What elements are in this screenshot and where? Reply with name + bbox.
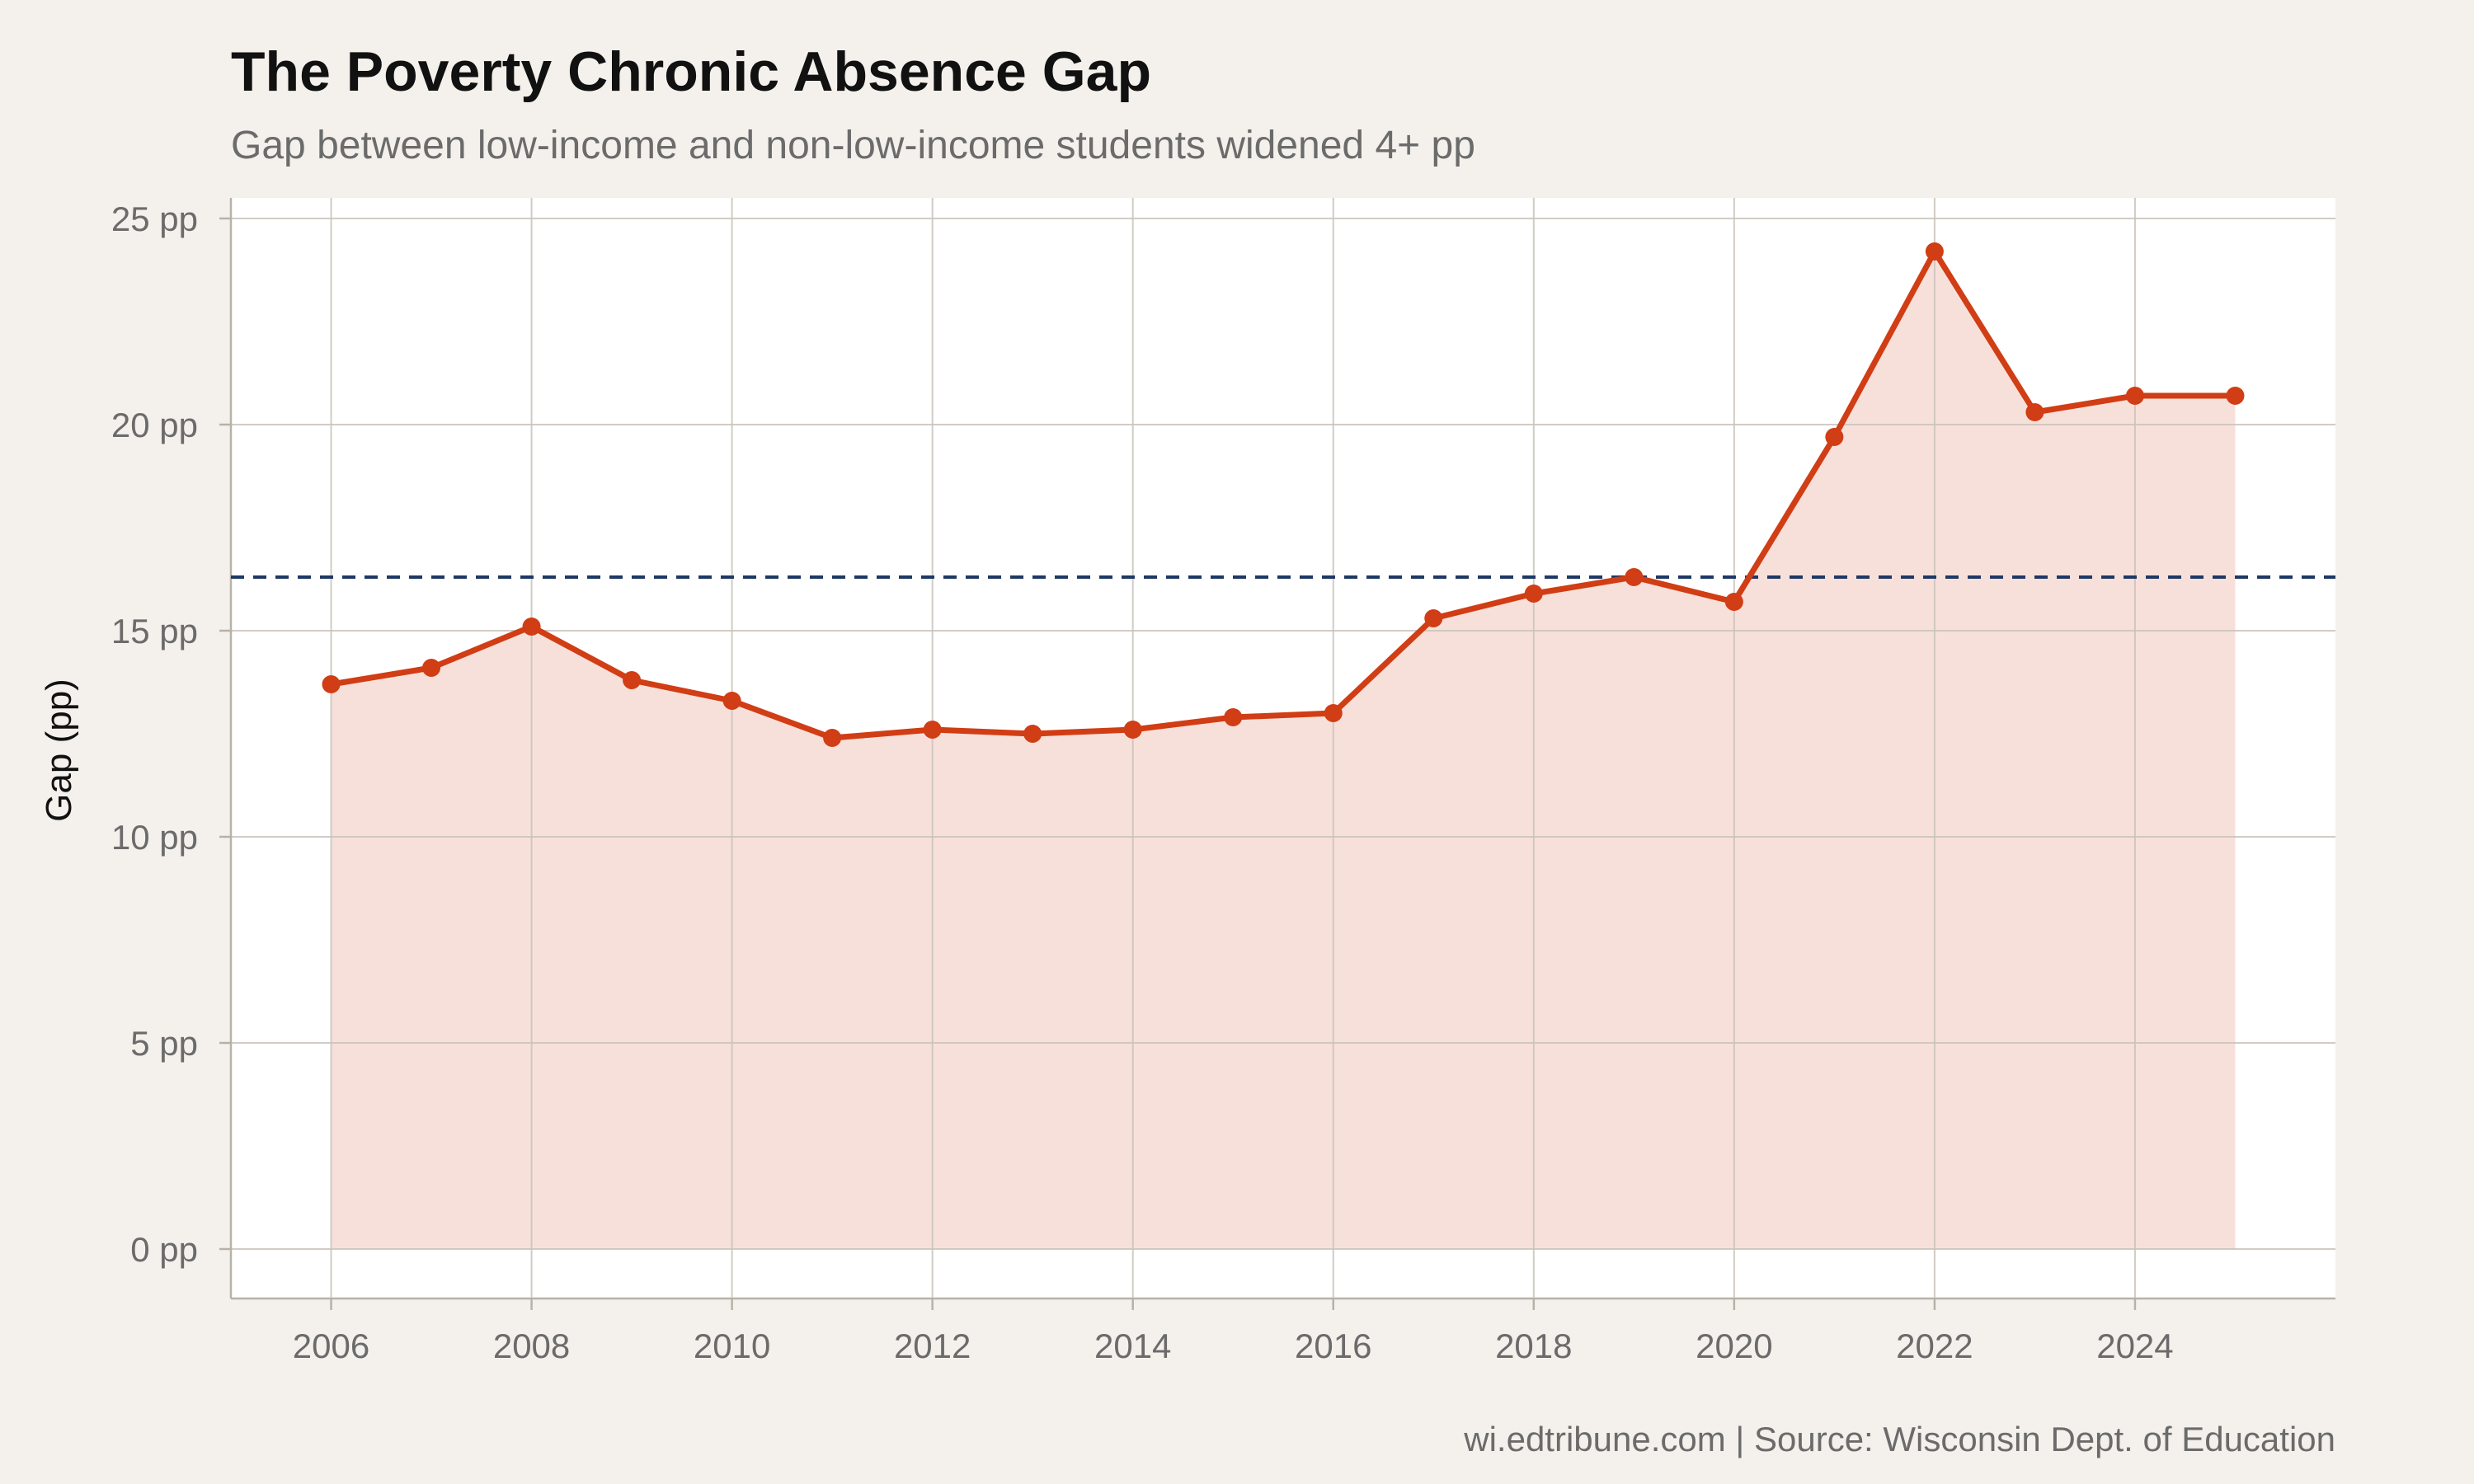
y-tick-label: 0 pp (130, 1230, 198, 1269)
data-point (2125, 387, 2144, 405)
data-point (823, 729, 842, 747)
data-point (2025, 403, 2044, 421)
y-tick-label: 10 pp (111, 818, 198, 857)
x-tick-label: 2014 (1094, 1327, 1171, 1365)
x-tick-label: 2010 (694, 1327, 770, 1365)
y-axis-label: Gap (pp) (39, 679, 79, 822)
x-tick-label: 2016 (1295, 1327, 1371, 1365)
x-tick-label: 2024 (2096, 1327, 2173, 1365)
y-tick-label: 20 pp (111, 406, 198, 444)
data-point (1524, 585, 1543, 603)
data-point (1023, 725, 1042, 743)
plot-area: 0 pp 5 pp 10 pp 15 pp 20 pp 25 pp 2006 2008 2010… (111, 198, 2335, 1365)
data-point (623, 671, 642, 689)
x-tick-label: 2020 (1696, 1327, 1772, 1365)
y-tick-label: 25 pp (111, 200, 198, 238)
data-point (1925, 242, 1944, 261)
data-point (522, 618, 541, 636)
y-tick-label: 5 pp (130, 1024, 198, 1063)
x-tick-label: 2022 (1896, 1327, 1973, 1365)
y-tick-label: 15 pp (111, 612, 198, 650)
source-caption: wi.edtribune.com | Source: Wisconsin Dep… (1463, 1420, 2335, 1458)
area-fill (331, 251, 2236, 1249)
data-point (322, 675, 341, 693)
data-point (1625, 568, 1644, 586)
chart-subtitle: Gap between low-income and non-low-incom… (231, 124, 1475, 167)
data-point (1825, 428, 1844, 446)
data-point (722, 692, 741, 710)
chart-title: The Poverty Chronic Absence Gap (231, 40, 1151, 103)
x-tick-label: 2006 (293, 1327, 369, 1365)
data-point (1123, 721, 1142, 739)
x-tick-label: 2008 (493, 1327, 570, 1365)
data-point (1424, 609, 1443, 627)
x-tick-label: 2018 (1495, 1327, 1572, 1365)
x-tick-label: 2012 (894, 1327, 971, 1365)
data-point (1724, 593, 1743, 611)
data-point (422, 659, 441, 677)
data-point (1224, 708, 1243, 726)
series-line (328, 248, 2238, 741)
data-point (1324, 704, 1343, 722)
data-point (923, 721, 942, 739)
data-point (2226, 387, 2245, 405)
